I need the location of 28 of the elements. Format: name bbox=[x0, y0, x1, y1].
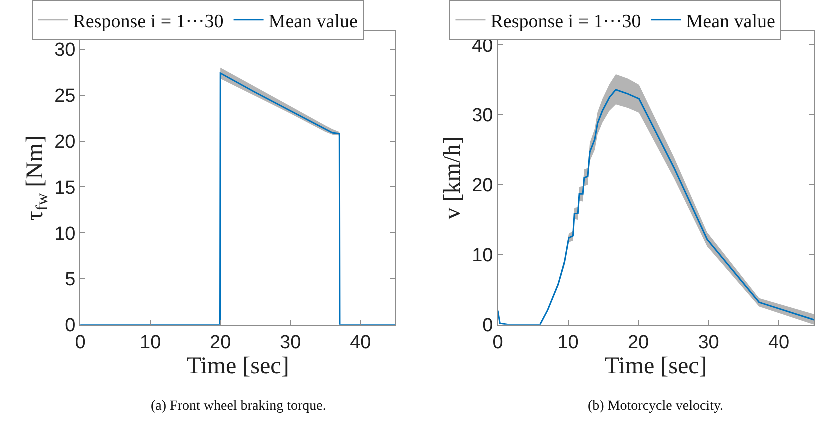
y-tick-label: 20 bbox=[472, 176, 494, 197]
legend-label: Mean value bbox=[686, 11, 776, 32]
y-tick-label: 20 bbox=[54, 132, 76, 153]
x-axis-title: Time [sec] bbox=[186, 354, 290, 380]
legend-label: Mean value bbox=[268, 11, 358, 32]
x-axis-title: Time [sec] bbox=[604, 354, 708, 380]
x-tick-label: 30 bbox=[280, 332, 302, 354]
x-tick-label: 10 bbox=[140, 332, 162, 354]
x-tick-label: 40 bbox=[350, 332, 372, 354]
legend-label: Response i = 1···30 bbox=[73, 11, 224, 32]
text: (b) Motorcycle velocity. bbox=[588, 399, 724, 414]
y-tick-label: 30 bbox=[54, 40, 76, 62]
y-tick-label: 30 bbox=[472, 106, 494, 127]
x-tick-label: 30 bbox=[698, 332, 720, 354]
x-tick-label: 10 bbox=[558, 332, 579, 354]
y-tick-label: 5 bbox=[65, 270, 76, 291]
x-tick-label: 40 bbox=[768, 332, 790, 354]
x-tick-label: 20 bbox=[210, 332, 232, 354]
y-tick-label: 25 bbox=[54, 86, 76, 108]
y-tick-label: 15 bbox=[54, 178, 76, 199]
x-tick-label: 20 bbox=[628, 332, 650, 354]
legend-label: Response i = 1···30 bbox=[490, 11, 642, 32]
y-tick-label: 10 bbox=[472, 246, 494, 267]
y-tick-label: 0 bbox=[65, 316, 76, 337]
y-axis-title: v [km/h] bbox=[440, 136, 466, 220]
y-tick-label: 0 bbox=[482, 316, 494, 337]
text: (a) Front wheel braking torque. bbox=[151, 399, 326, 414]
y-tick-label: 10 bbox=[54, 224, 76, 245]
